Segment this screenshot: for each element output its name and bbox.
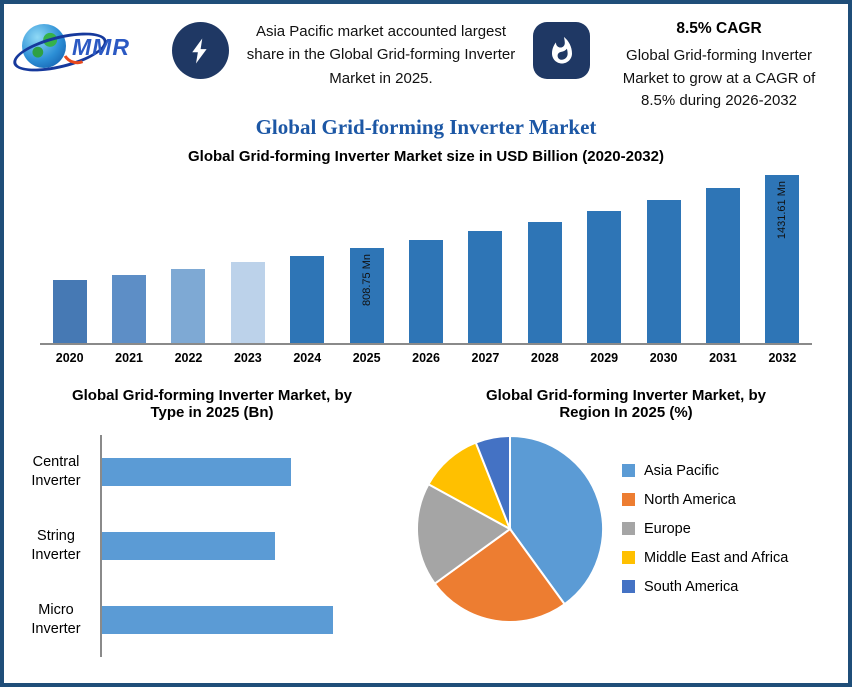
- left-highlight-text: Asia Pacific market accounted largest sh…: [246, 23, 516, 87]
- bar-slot: [159, 175, 218, 343]
- bar-slot: [693, 175, 752, 343]
- bar-2023: [230, 261, 265, 343]
- hbar-slot: [102, 435, 364, 509]
- bar-2027: [468, 230, 503, 343]
- market-size-chart: Global Grid-forming Inverter Market size…: [40, 148, 812, 365]
- bar-2024: [290, 255, 325, 343]
- lightning-badge: [172, 22, 229, 79]
- legend-swatch: [622, 493, 635, 506]
- bar-2029: [587, 210, 622, 343]
- bar-slot: [634, 175, 693, 343]
- hbar-micro-inverter: [102, 605, 333, 634]
- legend-label: Asia Pacific: [644, 462, 719, 479]
- pie-slice-north-america: [433, 527, 567, 623]
- pie-slice-asia-pacific: [509, 434, 604, 606]
- by-region-chart-title: Global Grid-forming Inverter Market, by …: [485, 386, 767, 421]
- legend-label: Middle East and Africa: [644, 549, 789, 566]
- x-axis-label: 2025: [352, 350, 381, 365]
- hbar-label-central-inverter: Central Inverter: [31, 453, 81, 489]
- x-axis-label: 2031: [709, 350, 737, 365]
- bar-slot: [40, 175, 99, 343]
- x-axis-label: 2024: [293, 350, 322, 365]
- cagr-heading: 8.5% CAGR: [676, 20, 762, 37]
- bar-data-label: 808.75 Mn: [360, 253, 373, 306]
- bar-slot: [396, 175, 455, 343]
- by-type-labels: Central Inverter String Inverter Micro Inv…: [12, 435, 100, 657]
- pie-slice-south-america: [474, 434, 511, 529]
- by-type-bars: Central Inverter String Inverter Micro Inv…: [12, 434, 412, 657]
- hbar-slot: [102, 583, 364, 657]
- x-axis-label: 2022: [174, 350, 203, 365]
- bar-2032: 1431.61 Mn: [765, 174, 800, 343]
- right-highlight-text: Global Grid-forming Inverter Market to g…: [622, 47, 816, 109]
- hbar-label-micro-inverter: Micro Inverter: [31, 601, 81, 637]
- market-size-chart-title: Global Grid-forming Inverter Market size…: [188, 147, 664, 165]
- legend-item-south-america: South America: [622, 579, 840, 595]
- legend-swatch: [622, 464, 635, 477]
- flame-icon: [551, 36, 572, 63]
- globe-icon: [22, 24, 66, 68]
- bar-2028: [527, 221, 562, 343]
- legend-item-asia-pacific: Asia Pacific: [622, 463, 840, 479]
- flame-badge: [533, 22, 590, 79]
- x-axis-label: 2023: [233, 350, 262, 365]
- bar-2031: [705, 187, 740, 343]
- bar-2022: [171, 268, 206, 343]
- legend-item-middle-east-and-africa: Middle East and Africa: [622, 550, 840, 566]
- bar-2025: 808.75 Mn: [349, 247, 384, 343]
- bar-slot: [278, 175, 337, 343]
- x-axis-label: 2030: [649, 350, 678, 365]
- lightning-icon: [191, 38, 207, 63]
- legend-swatch: [622, 551, 635, 564]
- legend-swatch: [622, 580, 635, 593]
- bar-slot: 808.75 Mn: [337, 175, 396, 343]
- hbar-string-inverter: [102, 531, 275, 560]
- pie-slice-europe: [416, 482, 512, 585]
- legend-item-north-america: North America: [622, 492, 840, 508]
- mmr-logo: MMR: [9, 16, 156, 80]
- bottom-section: Global Grid-forming Inverter Market, by …: [4, 379, 848, 657]
- legend-label: North America: [644, 491, 736, 508]
- x-axis-label: 2032: [768, 350, 797, 365]
- x-axis-label: 2021: [115, 350, 143, 365]
- legend-label: South America: [644, 578, 739, 595]
- bar-slot: [456, 175, 515, 343]
- bar-slot: [575, 175, 634, 343]
- x-axis: 2020 2021 2022 2023 2024 2025 2026 2027 2028 2029…: [40, 351, 812, 365]
- logo-text: MMR: [72, 34, 130, 60]
- pie-legend: Asia Pacific North America Europe Middle Ea…: [622, 450, 840, 608]
- bar-data-label: 1431.61 Mn: [776, 180, 789, 239]
- bars-area: 808.75 Mn 1431.61 Mn: [40, 174, 812, 345]
- pie-wrap: Asia Pacific North America Europe Middle Ea…: [412, 431, 840, 627]
- x-axis-label: 2020: [55, 350, 84, 365]
- by-type-chart: Global Grid-forming Inverter Market, by …: [12, 379, 412, 657]
- legend-item-europe: Europe: [622, 521, 840, 537]
- bar-2030: [646, 199, 681, 343]
- by-region-chart: Global Grid-forming Inverter Market, by …: [412, 379, 840, 657]
- x-axis-label: 2028: [530, 350, 559, 365]
- x-axis-label: 2029: [590, 350, 619, 365]
- bar-2020: [52, 279, 87, 343]
- hbar-slot: [102, 509, 364, 583]
- x-axis-label: 2026: [412, 350, 440, 365]
- bar-slot: [99, 175, 158, 343]
- page-title: Global Grid-forming Inverter Market: [255, 114, 597, 139]
- bar-slot: [218, 175, 277, 343]
- hbar-central-inverter: [102, 457, 291, 486]
- bar-slot: [515, 175, 574, 343]
- by-type-chart-title: Global Grid-forming Inverter Market, by …: [71, 386, 353, 421]
- by-type-bars-col: [100, 434, 364, 657]
- hbar-label-string-inverter: String Inverter: [31, 527, 81, 563]
- header: MMR Asia Pacific market accounted larges…: [4, 4, 848, 113]
- bar-slot: 1431.61 Mn: [753, 174, 812, 343]
- legend-swatch: [622, 522, 635, 535]
- legend-label: Europe: [644, 520, 691, 537]
- bar-2021: [112, 274, 147, 343]
- pie-chart: [416, 434, 604, 623]
- x-axis-label: 2027: [471, 350, 500, 365]
- right-highlight-block: 8.5% CAGR Global Grid-forming Inverter M…: [606, 16, 832, 113]
- bar-2026: [409, 239, 444, 343]
